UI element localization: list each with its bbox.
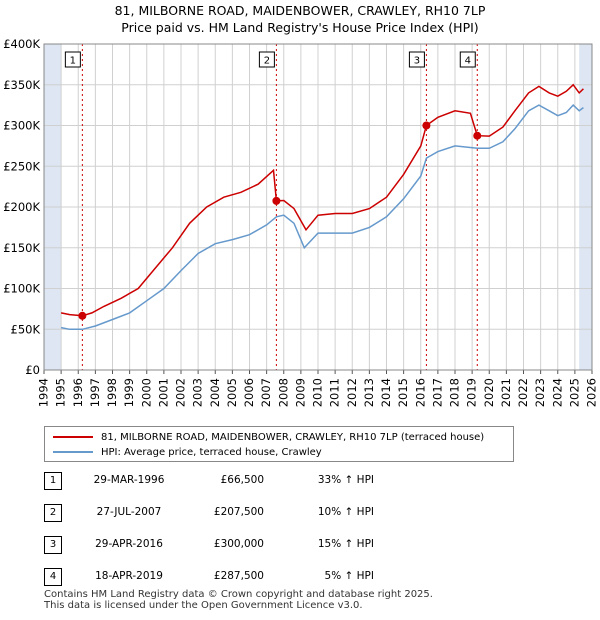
sale-label: 2 [264,56,270,67]
legend: 81, MILBORNE ROAD, MAIDENBOWER, CRAWLEY,… [44,426,514,462]
sale-point [78,311,87,320]
x-tick-label: 2017 [430,378,444,407]
y-tick-label: £400K [3,37,40,51]
sale-date: 27-JUL-2007 [96,506,162,518]
sale-date: 18-APR-2019 [95,570,163,582]
x-tick-label: 2002 [174,378,188,407]
sale-point [473,131,482,140]
sale-date: 29-APR-2016 [95,538,163,550]
sale-hpi-diff: 5% ↑ HPI [324,570,374,582]
sale-hpi-diff: 10% ↑ HPI [317,506,374,518]
x-tick-label: 1998 [105,378,119,407]
sale-price: £66,500 [220,474,264,486]
plot-frame [43,43,593,371]
sale-number: 4 [44,568,62,586]
x-tick-label: 2011 [328,378,342,407]
chart-subtitle: Price paid vs. HM Land Registry's House … [121,20,479,35]
x-tick-label: 2022 [516,378,530,407]
footer: Contains HM Land Registry data © Crown c… [44,589,433,611]
sale-label-box [408,51,425,68]
x-tick-label: 1994 [37,378,51,407]
x-tick-label: 2013 [362,378,376,407]
footer-licence: This data is licensed under the Open Gov… [44,600,363,611]
sale-hpi-diff: 15% ↑ HPI [317,538,374,550]
x-tick-label: 2015 [396,378,410,407]
x-tick-label: 1999 [122,378,136,407]
x-tick-label: 2021 [499,378,513,407]
legend-hpi-label: HPI: Average price, terraced house, Craw… [101,446,322,458]
chart-title: 81, MILBORNE ROAD, MAIDENBOWER, CRAWLEY,… [114,3,486,18]
y-tick-label: £250K [3,159,40,173]
hpi-line-swatch [53,451,93,453]
table-row: 4 18-APR-2019 £287,500 5% ↑ HPI [44,568,404,586]
x-tick-label: 2007 [259,378,273,407]
x-tick-label: 2008 [276,378,290,407]
x-tick-label: 2024 [550,378,564,407]
y-tick-label: £100K [3,282,40,296]
x-tick-label: 2023 [533,378,547,407]
sale-label: 3 [414,56,420,67]
legend-item-hpi: HPI: Average price, terraced house, Craw… [53,445,322,459]
sale-number: 3 [44,536,62,554]
sale-hpi-diff: 33% ↑ HPI [317,474,374,486]
sale-number: 1 [44,472,62,490]
table-row: 3 29-APR-2016 £300,000 15% ↑ HPI [44,536,404,554]
sale-label-box [258,51,275,68]
y-tick-label: £300K [3,119,40,133]
price-chart: 1 2 3 4 £0 £50K £100K £150K £200K £250K £300K £350… [3,37,599,407]
y-tick-label: £200K [3,200,40,214]
x-tick-label: 2019 [465,378,479,407]
table-row: 1 29-MAR-1996 £66,500 33% ↑ HPI [44,472,404,490]
x-tick-label: 2009 [293,378,307,407]
sale-number: 2 [44,504,62,522]
x-tick-label: 2000 [139,378,153,407]
x-tick-label: 2001 [156,378,170,407]
x-tick-label: 2004 [208,378,222,407]
x-tick-label: 2016 [413,378,427,407]
x-tick-label: 1996 [71,378,85,407]
x-tick-label: 1997 [88,378,102,407]
x-tick-label: 2003 [191,378,205,407]
sale-label: 1 [70,56,76,67]
x-tick-label: 2005 [225,378,239,407]
y-tick-label: £50K [11,322,41,336]
sale-price: £300,000 [213,538,264,550]
sale-date: 29-MAR-1996 [93,474,165,486]
legend-item-price: 81, MILBORNE ROAD, MAIDENBOWER, CRAWLEY,… [53,430,484,444]
x-tick-label: 2012 [345,378,359,407]
hpi-series-line [60,104,584,331]
y-tick-label: £150K [3,241,40,255]
x-tick-label: 2014 [379,378,393,407]
y-tick-label: £350K [3,78,40,92]
sale-label: 4 [465,56,471,67]
x-tick-label: 2025 [567,378,581,407]
price-series-line [60,83,584,317]
price-line-swatch [53,436,93,438]
x-tick-label: 2006 [242,378,256,407]
table-row: 2 27-JUL-2007 £207,500 10% ↑ HPI [44,504,404,522]
y-tick-label: £0 [25,363,40,377]
sale-label-box [459,51,476,68]
sale-price: £287,500 [213,570,264,582]
x-tick-label: 2020 [482,378,496,407]
sale-label-box [64,51,81,68]
x-tick-label: 2018 [448,378,462,407]
x-tick-label: 2010 [311,378,325,407]
sale-point [272,196,281,205]
footer-copyright: Contains HM Land Registry data © Crown c… [44,589,433,600]
sale-point [422,121,431,130]
sale-price: £207,500 [213,506,264,518]
x-tick-label: 2026 [585,378,599,407]
x-tick-label: 1995 [54,378,68,407]
legend-price-label: 81, MILBORNE ROAD, MAIDENBOWER, CRAWLEY,… [101,431,485,443]
